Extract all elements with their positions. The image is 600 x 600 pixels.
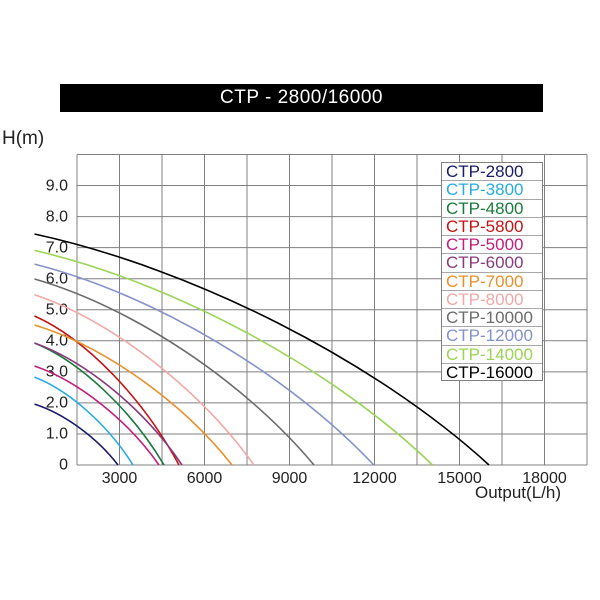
svg-text:9000: 9000 xyxy=(272,470,308,487)
svg-text:18000: 18000 xyxy=(522,470,567,487)
svg-text:3000: 3000 xyxy=(102,470,138,487)
svg-text:12000: 12000 xyxy=(352,470,397,487)
svg-text:6000: 6000 xyxy=(187,470,223,487)
svg-text:8.0: 8.0 xyxy=(46,209,68,226)
svg-text:4.0: 4.0 xyxy=(46,333,68,350)
svg-text:1.0: 1.0 xyxy=(46,426,68,443)
svg-text:0: 0 xyxy=(59,457,68,474)
svg-text:9.0: 9.0 xyxy=(46,178,68,195)
svg-text:15000: 15000 xyxy=(437,470,482,487)
